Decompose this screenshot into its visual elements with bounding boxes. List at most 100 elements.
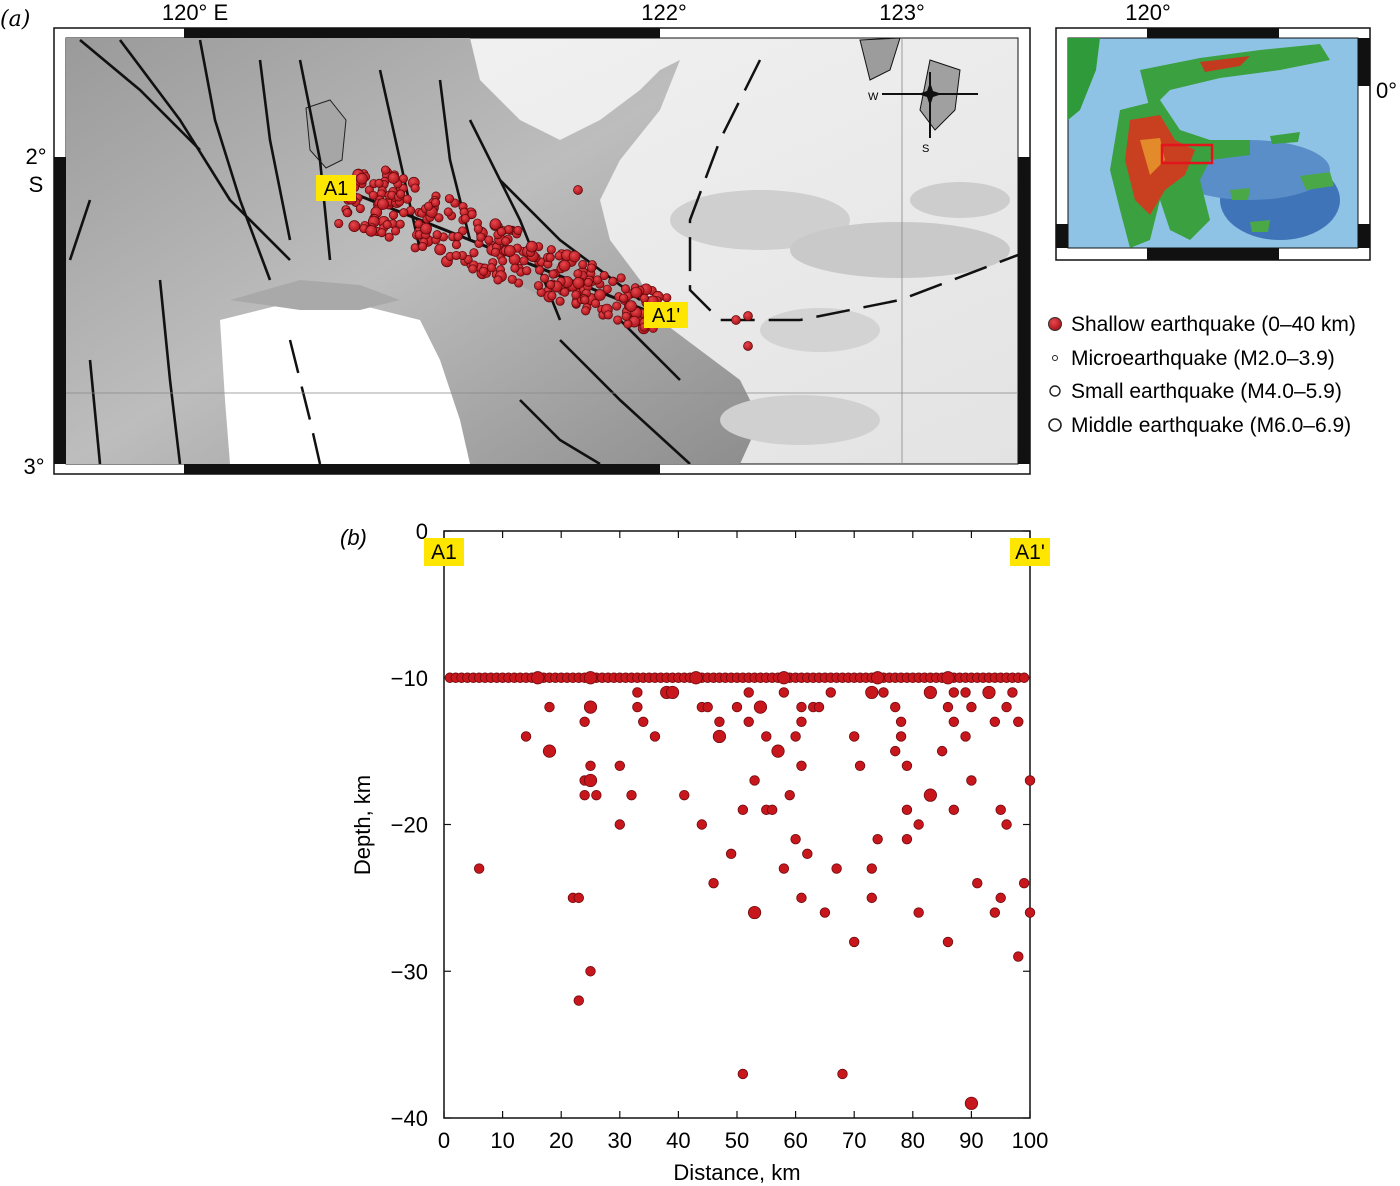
earthquake-point-196 [747, 905, 762, 920]
earthquake-point-178 [1001, 819, 1012, 830]
earthquake-point-199 [989, 907, 1001, 918]
map-quake-216 [503, 244, 516, 257]
map-quake-287 [468, 264, 478, 274]
earthquake-point-149 [542, 744, 557, 758]
map-quake-286 [420, 222, 432, 235]
map-quake-277 [380, 165, 391, 175]
legend-small: Small earthquake (M4.0–5.9) [1071, 380, 1342, 403]
compass-rose-icon: W S [868, 72, 978, 155]
map-quake-301 [496, 227, 507, 237]
earthquake-point-145 [790, 731, 801, 742]
earthquake-point-173 [948, 804, 960, 816]
y-axis: 0 −10 −20 −30 −40 [391, 519, 1030, 1131]
earthquake-point-172 [901, 804, 913, 816]
map-quake-270 [382, 220, 392, 230]
x-tick-label-9: 90 [959, 1128, 983, 1153]
inset-map: 120° 0° [1055, 0, 1397, 261]
plot-area [443, 530, 1031, 1119]
map-quake-135 [444, 194, 454, 204]
legend-shallow-icon [1048, 317, 1062, 331]
map-quake-169 [434, 243, 447, 256]
map-quake-181 [410, 183, 420, 193]
earthquake-point-112 [878, 687, 889, 698]
map-quake-143 [476, 232, 486, 242]
y-axis-label: Depth, km [350, 775, 375, 875]
earthquake-point-136 [796, 716, 807, 727]
earthquake-point-180 [872, 833, 883, 845]
earthquake-point-104 [941, 671, 955, 685]
map-quake-283 [355, 203, 365, 214]
map-quake-288 [616, 273, 626, 283]
earthquake-point-107 [665, 685, 680, 700]
map-quake-241 [501, 236, 511, 246]
map-quake-264 [572, 277, 585, 289]
map-quake-208 [473, 224, 483, 234]
earthquake-point-208 [964, 1096, 979, 1110]
x-tick-label-0: 0 [438, 1128, 450, 1153]
map-quake-304 [443, 207, 453, 217]
earthquake-point-102 [777, 671, 791, 685]
earthquake-point-105 [632, 687, 643, 698]
inset-lat-tick: 0° [1376, 78, 1397, 103]
map-quake-72 [608, 276, 618, 287]
map-quake-255 [460, 214, 470, 224]
earthquake-point-187 [866, 863, 877, 874]
map-quake-276 [479, 266, 489, 276]
y-tick-label-3: −30 [391, 959, 428, 984]
study-area-box [1160, 143, 1214, 165]
earthquake-point-103 [871, 671, 885, 685]
map-terrain [66, 38, 1018, 464]
map-label-a1-prime: A1' [652, 305, 680, 327]
legend-middle-icon [1048, 418, 1062, 432]
earthquake-point-188 [708, 878, 719, 889]
map-quake-253 [453, 232, 463, 242]
earthquake-point-133 [638, 716, 649, 727]
earthquake-point-117 [1007, 687, 1018, 698]
earthquake-point-206 [737, 1068, 749, 1080]
earthquake-point-204 [585, 966, 596, 977]
map-quake-239 [586, 263, 597, 273]
legend-micro: Microearthquake (M2.0–3.9) [1071, 347, 1335, 370]
earthquake-point-129 [942, 701, 954, 713]
map-quake-296 [388, 210, 399, 220]
map-quake-303 [410, 243, 420, 253]
earthquake-point-120 [632, 701, 643, 713]
earthquake-point-125 [796, 701, 807, 713]
map-quake-165 [395, 219, 405, 229]
earthquake-point-137 [895, 716, 907, 727]
map-quake-267 [602, 284, 612, 294]
earthquake-point-150 [771, 744, 785, 758]
profile-a1-text: A1 [431, 541, 457, 564]
lat-tick-s: S [29, 172, 44, 197]
earthquake-point-108 [743, 687, 754, 698]
map-quake-244 [424, 201, 434, 211]
map-quake-133 [578, 259, 588, 270]
earthquake-point-110 [825, 687, 836, 698]
x-axis-label: Distance, km [673, 1160, 800, 1185]
map-quake-274 [590, 298, 601, 308]
earthquake-point-134 [714, 716, 725, 727]
map-quake-281 [513, 225, 523, 235]
map-quake-136 [573, 269, 583, 279]
x-tick-label-2: 20 [549, 1128, 573, 1153]
map-quake-175 [581, 306, 591, 316]
earthquake-point-162 [1024, 775, 1036, 786]
x-tick-label-8: 80 [901, 1128, 925, 1153]
map-quake-298 [467, 209, 477, 219]
earthquake-point-156 [854, 760, 866, 772]
earthquake-point-141 [520, 731, 532, 742]
earthquake-point-100 [583, 671, 598, 685]
earthquake-point-147 [895, 731, 907, 742]
map-quake-302 [387, 172, 400, 184]
earthquake-point-135 [743, 716, 754, 727]
earthquake-point-111 [865, 685, 879, 700]
map-quake-316 [630, 286, 643, 299]
earthquake-point-195 [995, 892, 1006, 904]
map-quake-297 [507, 274, 517, 284]
earthquake-point-167 [784, 789, 795, 801]
earthquake-point-192 [573, 892, 584, 904]
map-quake-240 [432, 230, 442, 240]
map-quake-outlier-2 [743, 341, 753, 351]
map-quake-6 [519, 256, 529, 266]
